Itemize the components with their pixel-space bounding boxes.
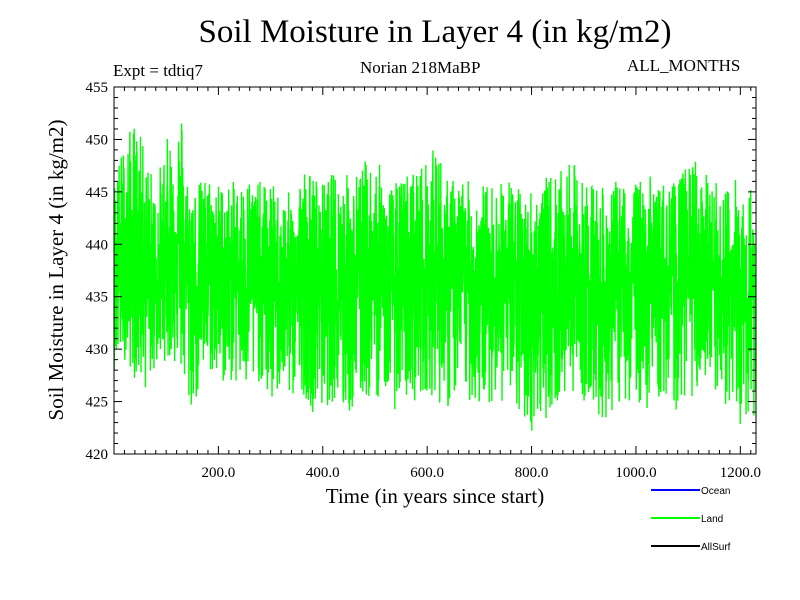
- x-tick-label: 400.0: [306, 465, 340, 481]
- series-layer: [114, 123, 756, 431]
- x-tick-label: 200.0: [202, 465, 236, 481]
- legend-label-allsurf: AllSurf: [701, 542, 731, 553]
- y-tick-label: 440: [86, 237, 109, 253]
- chart-title: Soil Moisture in Layer 4 (in kg/m2): [198, 14, 672, 50]
- y-tick-label: 445: [86, 185, 109, 201]
- experiment-label: Expt = tdtiq7: [113, 61, 203, 80]
- legend-label-ocean: Ocean: [701, 486, 730, 497]
- legend: Ocean Land AllSurf: [651, 486, 731, 553]
- y-tick-label: 425: [86, 395, 109, 411]
- ticks-layer: 420 425 430 435 440 445 450 455 200.0 400.0 600.0 8…: [86, 80, 761, 481]
- y-tick-label: 435: [86, 290, 109, 306]
- x-tick-label: 600.0: [410, 465, 444, 481]
- months-label: ALL_MONTHS: [627, 56, 741, 75]
- x-tick-label: 1200.0: [720, 465, 761, 481]
- series-line-land: [114, 123, 756, 431]
- x-tick-label: 800.0: [515, 465, 549, 481]
- y-tick-label: 455: [86, 80, 109, 96]
- legend-label-land: Land: [701, 514, 723, 525]
- y-axis-title: Soil Moisture in Layer 4 (in kg/m2): [44, 120, 68, 421]
- y-tick-label: 420: [86, 447, 109, 463]
- y-tick-label: 450: [86, 132, 109, 148]
- x-axis-title: Time (in years since start): [326, 484, 545, 508]
- y-tick-label: 430: [86, 342, 109, 358]
- period-subtitle: Norian 218MaBP: [360, 58, 481, 77]
- x-tick-label: 1000.0: [615, 465, 656, 481]
- plot-frame: [113, 86, 757, 455]
